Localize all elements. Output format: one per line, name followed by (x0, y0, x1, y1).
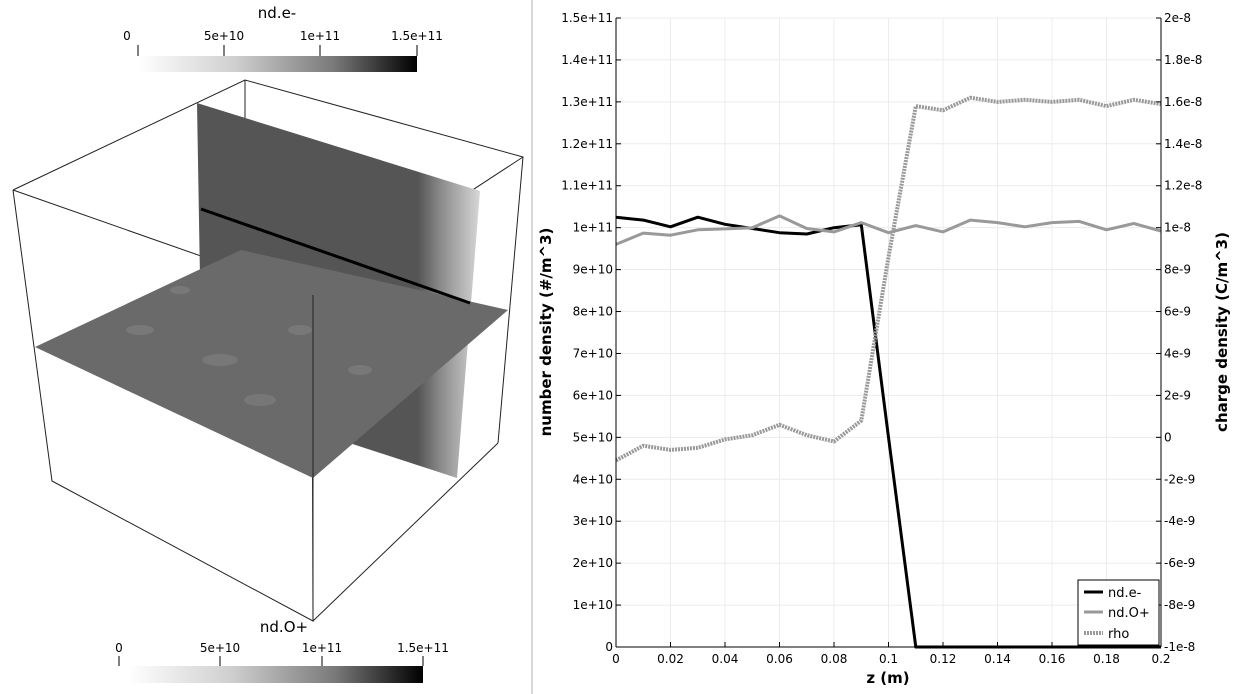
x-tick-label: 0.18 (1093, 652, 1120, 666)
x-tick-label: 0.04 (712, 652, 739, 666)
top-colorbar-tick-label: 1.5e+11 (391, 29, 443, 43)
x-tick-label: 0.14 (984, 652, 1011, 666)
line-chart-view[interactable]: 0 0.02 0.04 0.06 0.08 0.1 0.12 0.14 0.16 0.18 0.2 0… (537, 11, 1231, 687)
x-axis-title: z (m) (866, 669, 909, 687)
horizontal-slice-nd-o (35, 250, 508, 478)
probe-line[interactable] (200, 207, 471, 305)
y-tick-label: 3e+10 (573, 514, 613, 528)
bottom-colorbar-tick-label: 0 (115, 641, 123, 655)
y-tick-label: 6e+10 (573, 388, 613, 402)
y2-tick-label: 8e-9 (1164, 263, 1191, 277)
y2-tick-label: 6e-9 (1164, 305, 1191, 319)
bottom-colorbar-tick-label: 1.5e+11 (397, 641, 449, 655)
top-colorbar-tick-label: 1e+11 (300, 29, 340, 43)
y2-tick-label: 1.2e-8 (1164, 179, 1202, 193)
x-tick-label: 0.06 (766, 652, 793, 666)
y-tick-label: 1.2e+11 (561, 137, 613, 151)
x-tick-label: 0.08 (821, 652, 848, 666)
y2-tick-label: 1e-8 (1164, 221, 1191, 235)
y2-axis-title: charge density (C/m^3) (1213, 232, 1231, 432)
y2-tick-label: 0 (1164, 430, 1172, 444)
y2-tick-label: -1e-8 (1164, 640, 1195, 654)
series-line-nd-O (615, 214, 1162, 246)
y2-tick-label: 1.4e-8 (1164, 137, 1202, 151)
top-colorbar-title: nd.e- (258, 4, 296, 22)
y2-tick-label: 2e-9 (1164, 388, 1191, 402)
y-tick-label: 1e+10 (573, 598, 613, 612)
x-tick-label: 0.02 (657, 652, 684, 666)
bottom-colorbar-gradient (128, 666, 423, 683)
y2-tick-label: -8e-9 (1164, 598, 1195, 612)
legend-label-rho: rho (1108, 627, 1129, 642)
y-tick-label: 1e+11 (573, 221, 613, 235)
y-tick-label: 5e+10 (573, 430, 613, 444)
chart-ticks: 0 0.02 0.04 0.06 0.08 0.1 0.12 0.14 0.16 0.18 0.2 0… (561, 11, 1202, 666)
x-tick-label: 0.2 (1151, 652, 1170, 666)
y2-tick-label: -4e-9 (1164, 514, 1195, 528)
y-tick-label: 0 (605, 640, 613, 654)
x-tick-label: 0.16 (1039, 652, 1066, 666)
bottom-colorbar: nd.O+ 0 5e+10 1e+11 1.5e+11 (115, 618, 449, 683)
y-tick-label: 1.4e+11 (561, 53, 613, 67)
bottom-colorbar-title: nd.O+ (260, 618, 308, 636)
y2-tick-label: 1.8e-8 (1164, 53, 1202, 67)
top-colorbar-tick-label: 5e+10 (204, 29, 244, 43)
legend-label-nd-o: nd.O+ (1108, 606, 1150, 621)
bottom-colorbar-tick-label: 1e+11 (302, 641, 342, 655)
x-tick-label: 0.12 (930, 652, 957, 666)
series-line-rho (615, 95, 1162, 463)
y-tick-label: 4e+10 (573, 472, 613, 486)
y-tick-label: 9e+10 (573, 263, 613, 277)
y-axis-title: number density (#/m^3) (537, 228, 555, 437)
top-colorbar: nd.e- 0 5e+10 1e+11 1.5e+11 (123, 4, 443, 72)
y-tick-label: 2e+10 (573, 556, 613, 570)
y2-tick-label: 1.6e-8 (1164, 95, 1202, 109)
y2-tick-label: -2e-9 (1164, 472, 1195, 486)
y2-tick-label: 4e-9 (1164, 346, 1191, 360)
y-tick-label: 1.5e+11 (561, 11, 613, 25)
x-tick-label: 0.1 (879, 652, 898, 666)
y2-tick-label: -6e-9 (1164, 556, 1195, 570)
chart-legend: nd.e- nd.O+ rho (1077, 579, 1160, 646)
y-tick-label: 1.3e+11 (561, 95, 613, 109)
y-tick-label: 8e+10 (573, 305, 613, 319)
y-tick-label: 1.1e+11 (561, 179, 613, 193)
top-colorbar-tick-label: 0 (123, 29, 131, 43)
bottom-colorbar-tick-label: 5e+10 (200, 641, 240, 655)
y-tick-label: 7e+10 (573, 346, 613, 360)
x-tick-label: 0 (612, 652, 620, 666)
render-view-3d[interactable]: nd.e- 0 5e+10 1e+11 1.5e+11 (12, 4, 524, 683)
legend-label-nd-e: nd.e- (1108, 586, 1142, 601)
chart-grid (615, 17, 1162, 648)
y2-tick-label: 2e-8 (1164, 11, 1191, 25)
top-colorbar-gradient (138, 56, 417, 72)
